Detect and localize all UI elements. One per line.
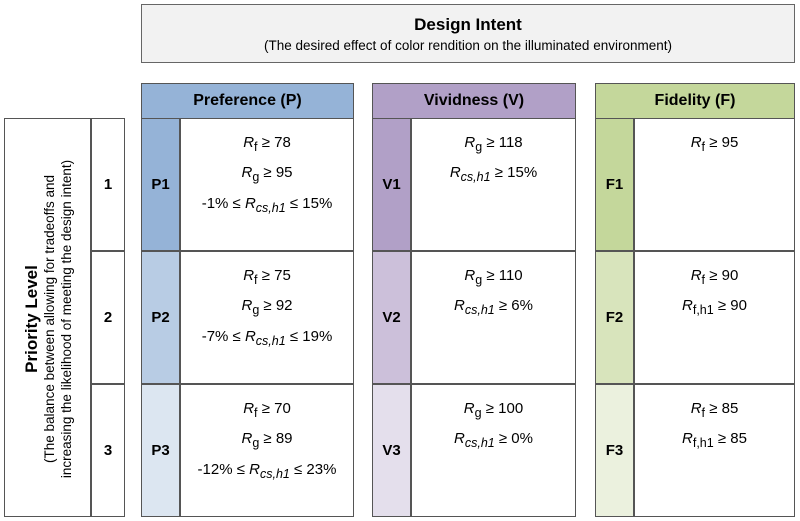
code-cell-p3: P3: [141, 384, 180, 517]
code-cell-v1: V1: [372, 118, 411, 251]
code-cell-f3: F3: [595, 384, 634, 517]
criterion-line: Rcs,h1 ≥ 15%: [449, 164, 538, 185]
criterion-line: Rf ≥ 95: [690, 134, 739, 154]
design-intent-title: Design Intent: [414, 14, 522, 34]
criterion-line: Rf ≥ 70: [243, 400, 291, 420]
criterion-line: Rf,h1 ≥ 90: [682, 297, 747, 318]
criterion-line: Rcs,h1 ≥ 6%: [454, 297, 533, 318]
code-cell-p1: P1: [141, 118, 180, 251]
code-cell-f2: F2: [595, 251, 634, 384]
criteria-cell-v2: Rg ≥ 110 Rcs,h1 ≥ 6%: [411, 251, 576, 384]
design-intent-subtitle: (The desired effect of color rendition o…: [264, 37, 672, 53]
criterion-line: Rf ≥ 90: [690, 267, 739, 287]
fidelity-column-header: Fidelity (F): [595, 83, 795, 119]
criterion-line: Rg ≥ 110: [464, 267, 523, 287]
priority-level-2: 2: [91, 251, 125, 384]
priority-description-line-2: increasing the likelihood of meeting the…: [58, 159, 74, 478]
code-cell-p2: P2: [141, 251, 180, 384]
preference-column-header: Preference (P): [141, 83, 354, 119]
criterion-line: Rg ≥ 118: [464, 134, 523, 154]
code-cell-v3: V3: [372, 384, 411, 517]
criterion-line: Rg ≥ 92: [241, 297, 293, 318]
priority-description-line-1: (The balance between allowing for tradeo…: [41, 174, 57, 463]
criteria-cell-f3: Rf ≥ 85 Rf,h1 ≥ 85: [634, 384, 795, 517]
priority-level-3: 3: [91, 384, 125, 517]
criterion-line: Rf ≥ 85: [690, 400, 739, 420]
vividness-column-header: Vividness (V): [372, 83, 576, 119]
criterion-line: Rf,h1 ≥ 85: [682, 430, 747, 451]
code-cell-f1: F1: [595, 118, 634, 251]
priority-level-label: Priority Level: [21, 264, 41, 373]
criterion-line: -1% ≤ Rcs,h1 ≤ 15%: [201, 194, 333, 215]
criteria-cell-v1: Rg ≥ 118 Rcs,h1 ≥ 15%: [411, 118, 576, 251]
criteria-cell-v3: Rg ≥ 100 Rcs,h1 ≥ 0%: [411, 384, 576, 517]
criteria-cell-p2: Rf ≥ 75 Rg ≥ 92 -7% ≤ Rcs,h1 ≤ 19%: [180, 251, 354, 384]
criteria-cell-f1: Rf ≥ 95: [634, 118, 795, 251]
priority-level-1: 1: [91, 118, 125, 251]
design-intent-box: Design Intent (The desired effect of col…: [141, 4, 795, 63]
criterion-line: Rg ≥ 89: [241, 430, 293, 451]
criterion-line: Rf ≥ 78: [243, 134, 291, 154]
criterion-line: Rf ≥ 75: [243, 267, 291, 287]
priority-level-box: Priority Level (The balance between allo…: [4, 118, 91, 517]
criteria-cell-p1: Rf ≥ 78 Rg ≥ 95 -1% ≤ Rcs,h1 ≤ 15%: [180, 118, 354, 251]
criteria-cell-p3: Rf ≥ 70 Rg ≥ 89 -12% ≤ Rcs,h1 ≤ 23%: [180, 384, 354, 517]
code-cell-v2: V2: [372, 251, 411, 384]
criterion-line: Rg ≥ 95: [241, 164, 293, 185]
criterion-line: Rg ≥ 100: [463, 400, 524, 420]
priority-level-description: (The balance between allowing for tradeo…: [42, 124, 76, 514]
criterion-line: -12% ≤ Rcs,h1 ≤ 23%: [197, 460, 337, 481]
criteria-cell-f2: Rf ≥ 90 Rf,h1 ≥ 90: [634, 251, 795, 384]
criterion-line: Rcs,h1 ≥ 0%: [454, 430, 533, 451]
criterion-line: -7% ≤ Rcs,h1 ≤ 19%: [201, 327, 333, 348]
